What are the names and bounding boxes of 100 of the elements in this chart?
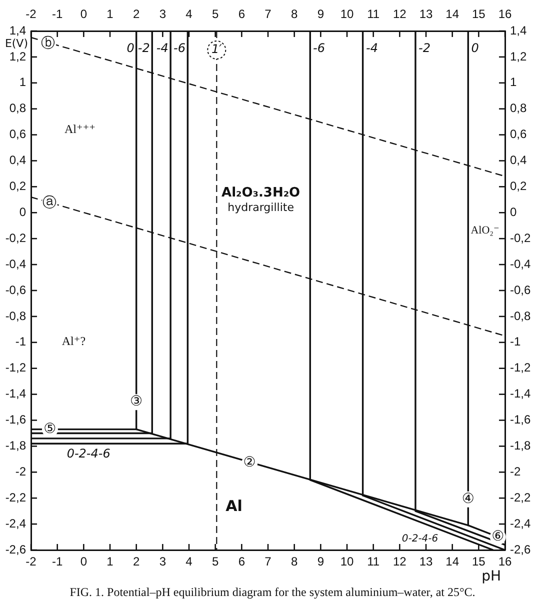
y-tick-label: 0,2 xyxy=(9,179,26,194)
x2-tick-label: 12 xyxy=(392,7,407,22)
annotation: -4 xyxy=(366,41,378,56)
x2-tick-label: 3 xyxy=(159,7,166,22)
y2-tick-label: -2,6 xyxy=(510,542,532,556)
x2-tick-label: 16 xyxy=(498,7,512,22)
x2-tick-label: 7 xyxy=(264,7,272,22)
y2-tick-label: 0,6 xyxy=(510,127,528,142)
y-tick-label: -0,2 xyxy=(5,230,26,245)
x2-tick-label: 13 xyxy=(419,7,433,22)
y2-tick-label: -0,4 xyxy=(510,256,532,271)
y2-tick-label: -2,2 xyxy=(510,490,532,504)
x-tick-label: 3 xyxy=(159,554,166,569)
y-tick-label: -2 xyxy=(15,464,26,478)
x-tick-label: 16 xyxy=(498,554,512,569)
y2-tick-label: -0,2 xyxy=(510,230,532,245)
annotation: -4 xyxy=(156,41,168,56)
x-tick-label: 14 xyxy=(446,554,460,569)
annotation: ④ xyxy=(462,491,474,508)
annotation: Al xyxy=(226,496,242,515)
annotation: -2 xyxy=(138,41,150,56)
annotation: Al⁺? xyxy=(62,334,86,348)
y-tick-label: -1,6 xyxy=(5,412,26,427)
y2-tick-label: -2 xyxy=(510,464,521,478)
y2-tick-label: 0,8 xyxy=(510,101,528,116)
annotation: ⓐ xyxy=(42,195,56,212)
y-tick-label: 1,2 xyxy=(9,49,26,64)
x-tick-label: 10 xyxy=(340,554,354,569)
y2-tick-label: 0,4 xyxy=(510,153,528,168)
y2-tick-label: 0 xyxy=(510,204,517,219)
y2-tick-label: 1,4 xyxy=(510,23,528,38)
y-tick-label: 1,4 xyxy=(9,23,26,38)
annotation: ⓑ xyxy=(41,36,56,52)
annotation: -2 xyxy=(418,41,430,56)
y-tick-label: -2,2 xyxy=(5,490,26,504)
x2-tick-label: -1 xyxy=(52,7,63,22)
y-tick-label: 1 xyxy=(19,75,26,90)
x-tick-label: 5 xyxy=(212,554,219,569)
annotation: Al₂O₃.3H₂O xyxy=(222,185,300,200)
x2-tick-label: 1 xyxy=(106,7,114,22)
y2-tick-label: -1,8 xyxy=(510,438,532,453)
y-tick-label: -2,6 xyxy=(5,542,26,556)
x-tick-label: 4 xyxy=(186,554,193,569)
ref-line-label: 1′ xyxy=(211,42,222,56)
annotation: -6 xyxy=(313,41,326,56)
x-tick-label: 11 xyxy=(367,554,380,569)
y-tick-label: -1 xyxy=(15,334,26,349)
annotation: 0-2-4-6 xyxy=(402,534,438,545)
annotation: ② xyxy=(243,454,256,471)
y2-tick-label: -1,2 xyxy=(510,360,532,375)
y-tick-label: -2,4 xyxy=(5,516,26,530)
annotation: Al⁺⁺⁺ xyxy=(64,122,96,136)
y-tick-label: 0,4 xyxy=(9,153,26,168)
y-tick-label: 0 xyxy=(19,204,26,219)
x-axis-title: pH xyxy=(482,568,501,585)
x-tick-label: 6 xyxy=(238,554,246,569)
annotation: 0-2-4-6 xyxy=(66,446,111,461)
x-tick-label: 7 xyxy=(264,554,272,569)
x2-tick-label: 11 xyxy=(367,7,380,22)
annotation: ⑤ xyxy=(44,420,56,437)
x-tick-label: 13 xyxy=(419,554,433,569)
annotation: ⑥ xyxy=(492,528,504,545)
y2-tick-label: 1 xyxy=(510,75,517,90)
y2-tick-label: -1 xyxy=(510,334,521,349)
y-tick-label: -0,4 xyxy=(5,256,26,271)
y2-tick-label: -2,4 xyxy=(510,516,532,530)
y-tick-label: 0,6 xyxy=(9,127,26,142)
y-tick-label: -1,2 xyxy=(5,360,26,375)
caption: FIG. 1. Potential–pH equilibrium diagram for the system aluminium–water, at 25°C. xyxy=(70,585,476,600)
x2-tick-label: 14 xyxy=(446,7,460,22)
y2-tick-label: 0,2 xyxy=(510,179,528,194)
x2-tick-label: 9 xyxy=(317,7,324,22)
x-tick-label: 8 xyxy=(290,554,298,569)
x-tick-label: 12 xyxy=(392,554,407,569)
annotation: -6 xyxy=(174,41,186,56)
annotation: ③ xyxy=(130,394,143,410)
y-tick-label: -1,4 xyxy=(5,386,26,401)
x2-tick-label: 8 xyxy=(290,7,298,22)
x2-tick-label: 4 xyxy=(186,7,193,22)
x2-tick-label: 15 xyxy=(472,7,486,22)
x-tick-label: 0 xyxy=(80,554,88,569)
annotation: AlO₂⁻ xyxy=(470,224,500,236)
x-tick-label: 2 xyxy=(132,554,140,569)
x2-tick-label: 6 xyxy=(238,7,246,22)
x-tick-label: 1 xyxy=(106,554,114,569)
y2-tick-label: -0,6 xyxy=(510,282,532,297)
y2-tick-label: 1,2 xyxy=(510,49,528,64)
x2-tick-label: 10 xyxy=(340,7,354,22)
y-tick-label: -0,8 xyxy=(5,308,26,323)
y-axis-title: E(V) xyxy=(4,36,28,50)
annotation: 0 xyxy=(126,41,135,56)
x2-tick-label: 5 xyxy=(212,7,219,22)
y-tick-label: -0,6 xyxy=(5,282,26,297)
x-tick-label: 9 xyxy=(317,554,324,569)
y2-tick-label: -0,8 xyxy=(510,308,532,323)
x-tick-label: 15 xyxy=(472,554,486,569)
y2-tick-label: -1,6 xyxy=(510,412,532,427)
x2-tick-label: 2 xyxy=(132,7,140,22)
x-tick-label: -1 xyxy=(52,554,63,569)
annotation: hydrargillite xyxy=(228,200,294,214)
